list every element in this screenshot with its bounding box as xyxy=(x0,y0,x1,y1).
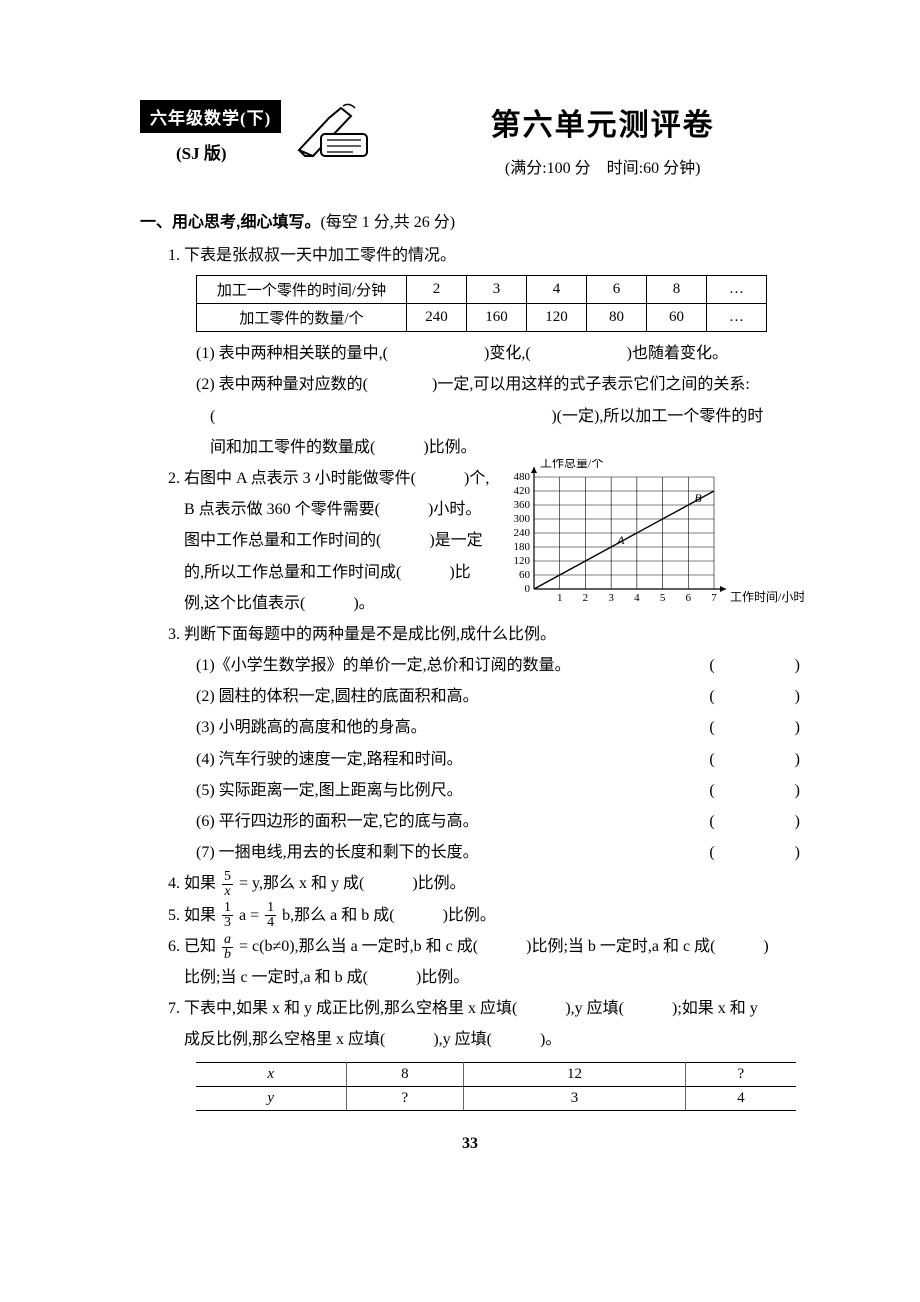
page-header: 六年级数学(下) (SJ 版) 第六单元测评卷 (满分:100 分 时间:60 … xyxy=(140,100,800,178)
q3-stem: 3. 判断下面每题中的两种量是不是成比例,成什么比例。 xyxy=(140,619,800,650)
svg-text:6: 6 xyxy=(686,592,692,604)
q2-l4: 的,所以工作总量和工作时间成( )比 xyxy=(168,557,498,588)
q5-fraction-1: 1 3 xyxy=(222,901,233,930)
q2-l3: 图中工作总量和工作时间的( )是一定 xyxy=(168,525,498,556)
pencil-notebook-icon xyxy=(291,100,375,160)
svg-text:360: 360 xyxy=(514,499,531,511)
q5: 5. 如果 1 3 a = 1 4 b,那么 a 和 b 成( )比例。 xyxy=(140,900,800,931)
svg-text:120: 120 xyxy=(514,555,531,567)
q3-item: (6) 平行四边形的面积一定,它的底与高。 ( ) xyxy=(196,806,800,837)
q3-item-text: (5) 实际距离一定,图上距离与比例尺。 xyxy=(196,775,463,806)
exam-subtitle: (满分:100 分 时间:60 分钟) xyxy=(405,154,800,178)
table-row: 加工零件的数量/个 240 160 120 80 60 … xyxy=(197,304,767,332)
q3-item-blank: ( ) xyxy=(650,712,800,743)
q3-item-blank: ( ) xyxy=(650,775,800,806)
q1-table-wrap: 加工一个零件的时间/分钟 2 3 4 6 8 … 加工零件的数量/个 240 1… xyxy=(140,275,800,332)
q1-sub2b: ( )(一定),所以加工一个零件的时 xyxy=(140,401,800,432)
q3-item: (4) 汽车行驶的速度一定,路程和时间。 ( ) xyxy=(196,744,800,775)
title-column: 第六单元测评卷 (满分:100 分 时间:60 分钟) xyxy=(375,100,800,178)
svg-text:420: 420 xyxy=(514,485,531,497)
table-row: 加工一个零件的时间/分钟 2 3 4 6 8 … xyxy=(197,276,767,304)
q3-list: (1)《小学生数学报》的单价一定,总价和订阅的数量。( )(2) 圆柱的体积一定… xyxy=(140,650,800,868)
q3-item: (2) 圆柱的体积一定,圆柱的底面积和高。 ( ) xyxy=(196,681,800,712)
q4: 4. 如果 5 x = y,那么 x 和 y 成( )比例。 xyxy=(140,868,800,899)
q1-stem: 1. 下表是张叔叔一天中加工零件的情况。 xyxy=(140,240,800,271)
q3-item-text: (1)《小学生数学报》的单价一定,总价和订阅的数量。 xyxy=(196,650,571,681)
svg-text:4: 4 xyxy=(634,592,640,604)
svg-text:A: A xyxy=(616,533,625,547)
q2-l2: B 点表示做 360 个零件需要( )小时。 xyxy=(168,494,498,525)
header-left: 六年级数学(下) (SJ 版) xyxy=(140,100,281,164)
table-row: x 8 12 ? xyxy=(196,1062,796,1086)
q3-item-blank: ( ) xyxy=(650,744,800,775)
q6-line2: 比例;当 c 一定时,a 和 b 成( )比例。 xyxy=(140,962,800,993)
svg-text:1: 1 xyxy=(557,592,563,604)
svg-text:0: 0 xyxy=(525,583,531,595)
page-number: 33 xyxy=(140,1135,800,1153)
section-1-rest: (每空 1 分,共 26 分) xyxy=(320,214,455,231)
svg-text:2: 2 xyxy=(583,592,589,604)
q2-text: 2. 右图中 A 点表示 3 小时能做零件( )个, B 点表示做 360 个零… xyxy=(168,463,498,619)
q2-line-chart: 0 60 120 180 240 300 360 420 480 1 2 3 4 5 6 7 A B 工作总量/个工… xyxy=(484,459,804,609)
table-row: y ? 3 4 xyxy=(196,1086,796,1110)
q3-item: (5) 实际距离一定,图上距离与比例尺。 ( ) xyxy=(196,775,800,806)
svg-text:5: 5 xyxy=(660,592,666,604)
q7-line1: 7. 下表中,如果 x 和 y 成正比例,那么空格里 x 应填( ),y 应填(… xyxy=(140,993,800,1024)
q3-item-text: (7) 一捆电线,用去的长度和剩下的长度。 xyxy=(196,837,479,868)
svg-text:60: 60 xyxy=(519,569,531,581)
q2-l5: 例,这个比值表示( )。 xyxy=(168,588,498,619)
exam-title: 第六单元测评卷 xyxy=(405,100,800,144)
q3-item: (3) 小明跳高的高度和他的身高。 ( ) xyxy=(196,712,800,743)
svg-text:B: B xyxy=(694,491,702,505)
svg-text:3: 3 xyxy=(608,592,614,604)
svg-text:240: 240 xyxy=(514,527,531,539)
q3-item-blank: ( ) xyxy=(650,806,800,837)
q3-item-text: (2) 圆柱的体积一定,圆柱的底面积和高。 xyxy=(196,681,479,712)
q4-fraction: 5 x xyxy=(222,870,233,899)
svg-text:工作总量/个: 工作总量/个 xyxy=(540,459,603,470)
q1-sub1: (1) 表中两种相关联的量中,( )变化,( )也随着变化。 xyxy=(140,338,800,369)
section-1-heading: 一、用心思考,细心填写。(每空 1 分,共 26 分) xyxy=(140,208,800,232)
q7-line2: 成反比例,那么空格里 x 应填( ),y 应填( )。 xyxy=(140,1024,800,1055)
q3-item: (7) 一捆电线,用去的长度和剩下的长度。 ( ) xyxy=(196,837,800,868)
svg-text:300: 300 xyxy=(514,513,531,525)
q6-fraction: a b xyxy=(222,933,233,962)
q7-table-wrap: x 8 12 ? y ? 3 4 xyxy=(140,1062,800,1111)
q3-item-blank: ( ) xyxy=(650,650,800,681)
q1-sub2a: (2) 表中两种量对应数的( )一定,可以用这样的式子表示它们之间的关系: xyxy=(140,369,800,400)
q3-item-blank: ( ) xyxy=(650,837,800,868)
q3-item: (1)《小学生数学报》的单价一定,总价和订阅的数量。 ( ) xyxy=(196,650,800,681)
q5-fraction-2: 1 4 xyxy=(265,901,276,930)
q3-item-text: (3) 小明跳高的高度和他的身高。 xyxy=(196,712,427,743)
section-1-bold: 一、用心思考,细心填写。 xyxy=(140,214,320,231)
q3-item-text: (4) 汽车行驶的速度一定,路程和时间。 xyxy=(196,744,463,775)
svg-text:7: 7 xyxy=(711,592,717,604)
q7-table: x 8 12 ? y ? 3 4 xyxy=(196,1062,796,1111)
edition-label: (SJ 版) xyxy=(140,139,281,164)
q1-row2-label: 加工零件的数量/个 xyxy=(197,304,407,332)
q1-row1-label: 加工一个零件的时间/分钟 xyxy=(197,276,407,304)
q2-l1: 2. 右图中 A 点表示 3 小时能做零件( )个, xyxy=(168,463,498,494)
exam-page: 六年级数学(下) (SJ 版) 第六单元测评卷 (满分:100 分 时间:60 … xyxy=(0,0,920,1193)
svg-text:180: 180 xyxy=(514,541,531,553)
svg-text:480: 480 xyxy=(514,471,531,483)
grade-badge: 六年级数学(下) xyxy=(140,100,281,133)
q1-table: 加工一个零件的时间/分钟 2 3 4 6 8 … 加工零件的数量/个 240 1… xyxy=(196,275,767,332)
q3-item-text: (6) 平行四边形的面积一定,它的底与高。 xyxy=(196,806,479,837)
svg-text:工作时间/小时: 工作时间/小时 xyxy=(730,590,804,604)
q2-block: 2. 右图中 A 点表示 3 小时能做零件( )个, B 点表示做 360 个零… xyxy=(140,463,800,619)
q6-line1: 6. 已知 a b = c(b≠0),那么当 a 一定时,b 和 c 成( )比… xyxy=(140,931,800,962)
q3-item-blank: ( ) xyxy=(650,681,800,712)
